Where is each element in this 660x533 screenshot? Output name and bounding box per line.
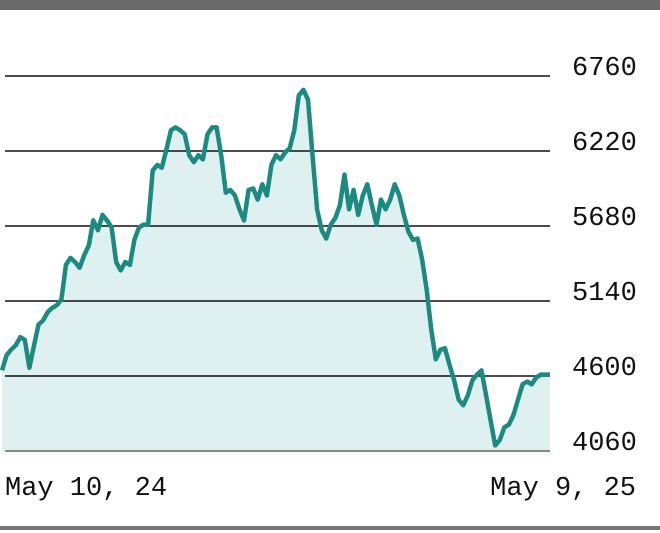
y-tick-label: 4060	[572, 429, 637, 459]
area	[2, 89, 550, 452]
top-bar	[0, 0, 660, 10]
x-tick-label: May 10, 24	[5, 474, 167, 504]
y-tick-label: 5680	[572, 204, 637, 234]
y-tick-label: 4600	[572, 354, 637, 384]
y-tick-label: 6220	[572, 129, 637, 159]
x-tick-label: May 9, 25	[490, 474, 636, 504]
line	[0, 87, 550, 448]
y-tick-label: 6760	[572, 54, 637, 84]
y-tick-label: 5140	[572, 279, 637, 309]
